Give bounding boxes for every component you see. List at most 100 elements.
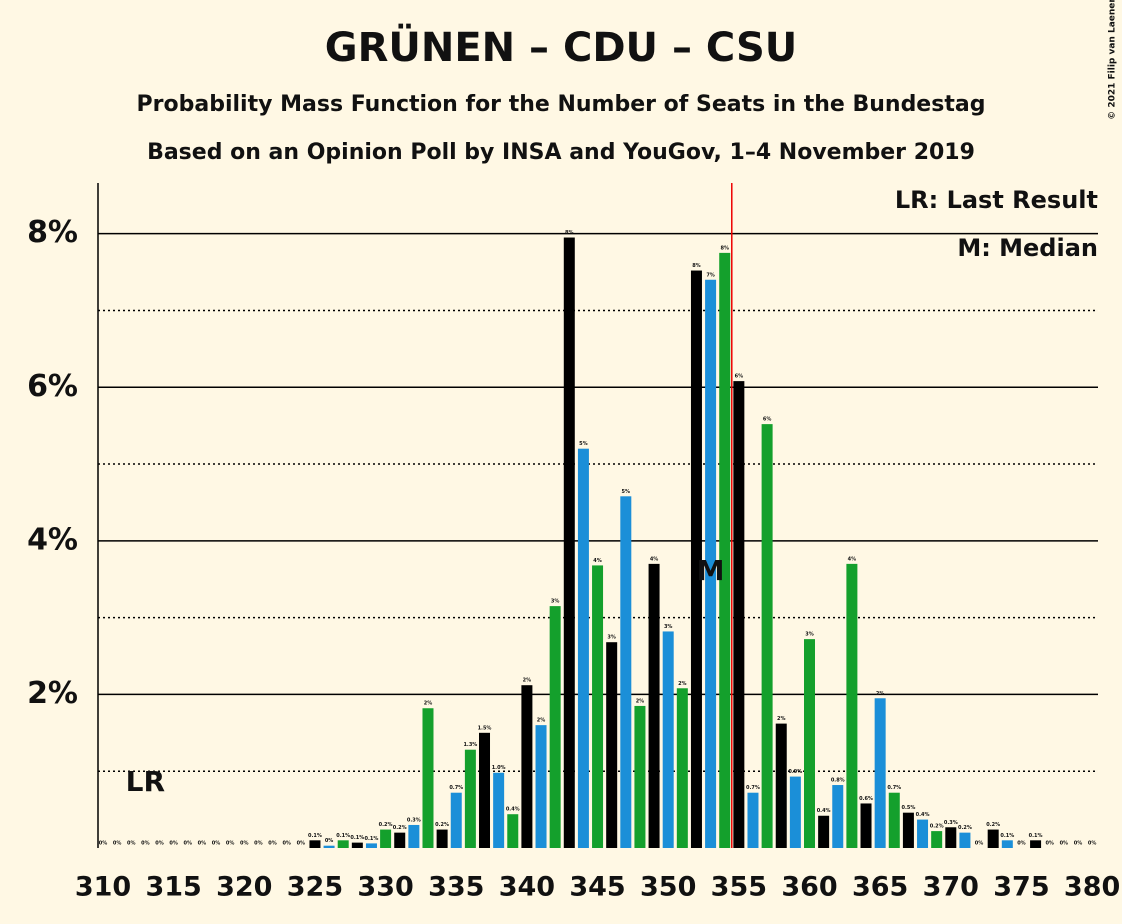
- value-label: 4%: [650, 556, 659, 562]
- value-label: 0%: [1017, 841, 1026, 847]
- y-tick-label: 2%: [27, 676, 78, 711]
- bar: [705, 279, 717, 848]
- value-label: 0%: [1060, 841, 1069, 847]
- bar: [902, 812, 914, 848]
- bar: [888, 792, 900, 848]
- value-label: 3%: [551, 599, 560, 605]
- x-tick-label: 340: [499, 872, 555, 903]
- bar: [761, 424, 773, 848]
- value-label: 0%: [212, 841, 221, 847]
- value-label: 0%: [268, 841, 277, 847]
- bar: [394, 832, 406, 848]
- value-label: 2%: [876, 691, 885, 697]
- bar: [690, 270, 702, 848]
- x-tick-label: 365: [852, 872, 908, 903]
- x-tick-label: 360: [781, 872, 837, 903]
- value-label: 0%: [127, 841, 136, 847]
- x-tick-label: 315: [145, 872, 201, 903]
- bar: [719, 252, 731, 848]
- bar: [479, 732, 491, 848]
- bar: [931, 831, 943, 848]
- x-tick-label: 330: [357, 872, 413, 903]
- value-label: 0%: [226, 841, 235, 847]
- bar: [846, 563, 858, 848]
- bar: [549, 606, 561, 848]
- value-label: 2%: [424, 701, 433, 707]
- value-label: 1.0%: [492, 765, 506, 771]
- bar: [733, 381, 745, 848]
- value-label: 0.2%: [435, 822, 449, 828]
- value-label: 0.1%: [365, 836, 379, 842]
- bar: [380, 829, 392, 848]
- value-label: 6%: [735, 374, 744, 380]
- value-label: 0.4%: [506, 807, 520, 813]
- bar: [1001, 840, 1013, 848]
- legend-entry: LR: Last Result: [895, 186, 1098, 214]
- value-label: 0%: [141, 841, 150, 847]
- value-label: 1.5%: [478, 725, 492, 731]
- value-label: 0%: [1045, 841, 1054, 847]
- legend-entry: M: Median: [957, 234, 1098, 262]
- value-label: 0.6%: [859, 796, 873, 802]
- value-label: 2%: [678, 681, 687, 687]
- bar: [563, 237, 575, 849]
- value-label: 0%: [99, 841, 108, 847]
- bar: [436, 829, 448, 848]
- value-label: 3%: [805, 632, 814, 638]
- chart-title: GRÜNEN – CDU – CSU: [325, 23, 798, 71]
- value-label: 0.8%: [831, 778, 845, 784]
- x-tick-label: 370: [923, 872, 979, 903]
- value-label: 0.3%: [944, 820, 958, 826]
- value-label: 0.9%: [788, 769, 802, 775]
- chart-subtitle: Based on an Opinion Poll by INSA and You…: [147, 140, 975, 165]
- x-tick-label: 350: [640, 872, 696, 903]
- value-label: 0%: [169, 841, 178, 847]
- value-label: 5%: [579, 441, 588, 447]
- value-label: 0.7%: [449, 785, 463, 791]
- value-label: 0%: [198, 841, 207, 847]
- value-label: 0%: [155, 841, 164, 847]
- value-label: 0%: [113, 841, 122, 847]
- value-label: 0.3%: [407, 817, 421, 823]
- value-label: 6%: [763, 417, 772, 423]
- value-label: 0%: [282, 841, 291, 847]
- value-label: 3%: [664, 624, 673, 630]
- bar: [917, 819, 929, 848]
- bar: [648, 563, 660, 848]
- value-label: 3%: [607, 635, 616, 641]
- y-tick-label: 8%: [27, 215, 78, 250]
- value-label: 0%: [184, 841, 193, 847]
- value-label: 2%: [636, 698, 645, 704]
- value-label: 0%: [297, 841, 306, 847]
- y-tick-label: 4%: [27, 522, 78, 557]
- value-label: 0.1%: [350, 835, 364, 841]
- x-tick-label: 375: [993, 872, 1049, 903]
- y-tick-label: 6%: [27, 369, 78, 404]
- chart-subtitle: Probability Mass Function for the Number…: [137, 92, 986, 117]
- value-label: 2%: [777, 716, 786, 722]
- x-tick-label: 345: [569, 872, 625, 903]
- x-tick-label: 310: [75, 872, 131, 903]
- value-label: 0%: [240, 841, 249, 847]
- value-label: 0.2%: [958, 825, 972, 831]
- bar: [1030, 840, 1042, 848]
- value-label: 0.1%: [308, 833, 322, 839]
- bar: [832, 785, 844, 848]
- bar: [818, 815, 830, 848]
- bar: [422, 708, 434, 848]
- value-label: 2%: [523, 678, 532, 684]
- x-tick-label: 335: [428, 872, 484, 903]
- value-label: 4%: [848, 556, 857, 562]
- value-label: 0.2%: [379, 822, 393, 828]
- x-tick-label: 380: [1064, 872, 1120, 903]
- value-label: 0.7%: [746, 785, 760, 791]
- value-label: 8%: [565, 230, 574, 236]
- annotation: LR: [126, 765, 165, 798]
- bar: [606, 642, 618, 848]
- bar: [464, 749, 476, 848]
- value-label: 0.7%: [887, 785, 901, 791]
- bar: [945, 827, 957, 848]
- value-label: 0.2%: [986, 822, 1000, 828]
- value-label: 0.5%: [901, 805, 915, 811]
